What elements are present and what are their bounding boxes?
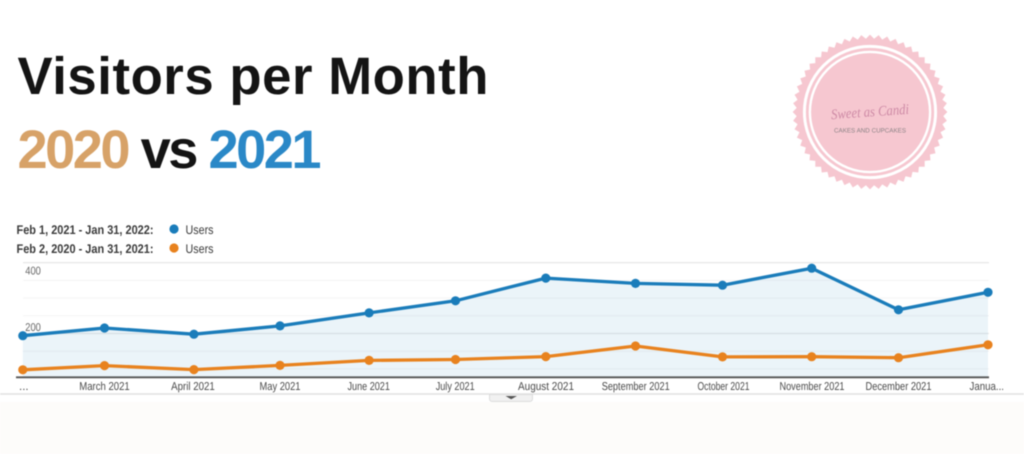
svg-text:June 2021: June 2021 [348,381,390,393]
svg-text:November 2021: November 2021 [780,381,845,393]
svg-text:August 2021: August 2021 [518,381,574,393]
svg-text:September 2021: September 2021 [602,381,670,393]
svg-text:May 2021: May 2021 [260,381,301,393]
svg-text:Feb 1, 2021 - Jan 31, 2022:: Feb 1, 2021 - Jan 31, 2022: [17,223,154,237]
svg-text:...: ... [19,381,29,393]
svg-text:April 2021: April 2021 [171,381,215,393]
svg-text:March 2021: March 2021 [79,381,130,393]
svg-text:CAKES AND CUPCAKES: CAKES AND CUPCAKES [834,128,906,135]
svg-text:200: 200 [25,322,41,334]
svg-text:Sweet as Candi: Sweet as Candi [831,102,910,123]
svg-text:Users: Users [186,242,214,256]
svg-text:Feb 2, 2020 - Jan 31, 2021:: Feb 2, 2020 - Jan 31, 2021: [17,242,154,256]
svg-text:July 2021: July 2021 [436,381,475,393]
svg-text:October 2021: October 2021 [698,381,750,393]
svg-text:400: 400 [25,265,41,277]
svg-text:December 2021: December 2021 [866,381,932,393]
svg-text:Users: Users [186,223,214,237]
svg-text:Janua...: Janua... [970,381,1005,393]
